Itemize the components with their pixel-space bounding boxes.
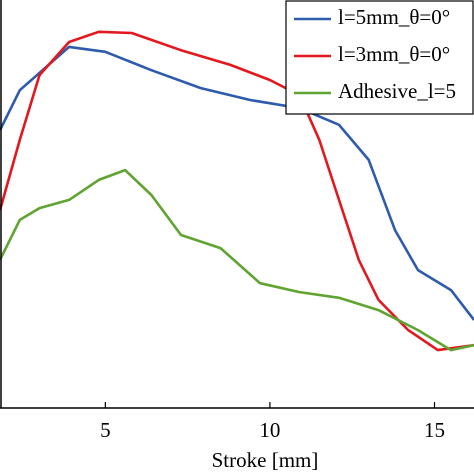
- x-tick-label: 5: [100, 418, 111, 442]
- x-tick-label: 10: [259, 418, 280, 442]
- legend-label: l=3mm_θ=0°: [338, 42, 450, 66]
- x-tick-label: 15: [424, 418, 445, 442]
- legend-label: Adhesive_l=5: [338, 79, 456, 103]
- x-axis-label: Stroke [mm]: [212, 448, 319, 472]
- data-line: [0, 30, 474, 352]
- data-line: [0, 45, 474, 321]
- legend-label: l=5mm_θ=0°: [338, 5, 450, 29]
- data-line: [0, 168, 474, 352]
- legend-box: [285, 0, 474, 115]
